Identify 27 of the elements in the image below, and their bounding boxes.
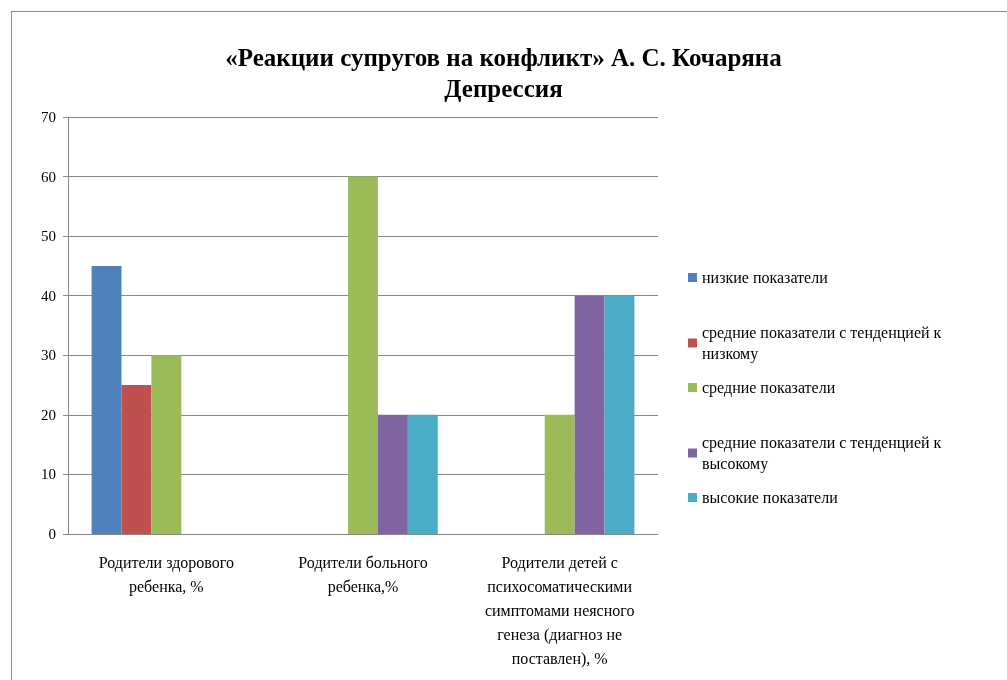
y-tick-label: 30 <box>41 347 56 364</box>
bar <box>377 414 408 534</box>
y-tick-label: 60 <box>41 168 56 185</box>
legend-label: средние показатели с тенденцией к низкому <box>702 324 942 363</box>
bar <box>91 265 122 534</box>
legend-label: высокие показатели <box>702 489 839 506</box>
bar <box>604 295 635 534</box>
x-tick-label: Родители здорового ребенка, % <box>98 553 234 596</box>
bar <box>348 176 378 534</box>
bar <box>121 385 152 534</box>
legend-label: средние показатели <box>702 379 836 397</box>
chart-title: «Реакции супругов на конфликт» А. С. Кочаряна <box>225 44 783 71</box>
bar <box>151 355 182 534</box>
bar <box>407 414 438 534</box>
legend-label: низкие показатели <box>702 269 829 286</box>
x-tick-label: Родители больного ребенка,% <box>298 553 428 596</box>
bar <box>544 414 575 534</box>
bar <box>574 295 605 534</box>
y-tick-label: 50 <box>41 228 56 245</box>
y-tick-label: 20 <box>41 406 56 423</box>
x-tick-label: Родители детей с психосоматическими симптомами неясного генеза (диагноз не поставлен), % <box>484 553 635 668</box>
y-tick-label: 40 <box>41 287 56 304</box>
y-tick-label: 0 <box>48 526 56 542</box>
y-tick-label: 10 <box>41 466 56 483</box>
chart-subtitle: Депрессия <box>444 75 563 102</box>
legend-label: средние показатели с тенденцией к высокому <box>702 434 942 473</box>
y-tick-label: 70 <box>41 109 56 125</box>
